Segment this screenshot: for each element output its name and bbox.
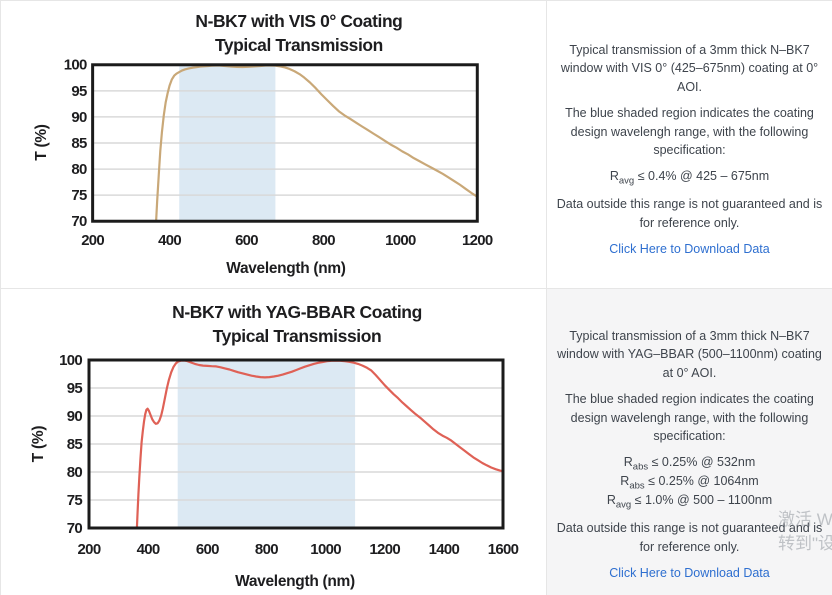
- x-tick-label: 400: [137, 541, 160, 558]
- x-tick-label: 1200: [462, 232, 493, 249]
- x-tick-label: 800: [312, 232, 335, 249]
- yag-bbar-description-panel: Typical transmission of a 3mm thick N–BK…: [547, 289, 832, 595]
- description-paragraph: Typical transmission of a 3mm thick N–BK…: [560, 43, 819, 94]
- chart-svg: N-BK7 with VIS 0° Coating Typical Transmi…: [33, 11, 494, 277]
- y-tick-label: 85: [71, 135, 87, 152]
- spec-lines: Rabs ≤ 0.25% @ 532nm Rabs ≤ 0.25% @ 1064n…: [556, 453, 823, 510]
- description-paragraph: Data outside this range is not guarantee…: [556, 197, 823, 230]
- y-tick-label: 75: [67, 492, 83, 509]
- y-tick-label: 95: [67, 380, 83, 397]
- y-tick-label: 90: [71, 109, 87, 126]
- x-tick-label: 600: [196, 541, 219, 558]
- spec-line: Rabs ≤ 0.25% @ 532nm: [623, 455, 756, 473]
- chart-title-line: N-BK7 with YAG-BBAR Coating: [172, 302, 422, 322]
- download-data-link[interactable]: Click Here to Download Data: [609, 242, 770, 257]
- yag-bbar-coating-transmission-chart: N-BK7 with YAG-BBAR Coating Typical Trans…: [1, 289, 547, 595]
- chart-title-line: N-BK7 with VIS 0° Coating: [195, 11, 402, 31]
- x-tick-label: 1000: [385, 232, 416, 249]
- y-tick-label: 85: [67, 436, 83, 453]
- spec-line: Ravg ≤ 0.4% @ 425 – 675nm: [609, 169, 770, 187]
- x-tick-label: 1400: [429, 541, 460, 558]
- x-axis-label: Wavelength (nm): [226, 260, 345, 277]
- spec-line: Rabs ≤ 0.25% @ 1064nm: [620, 474, 759, 492]
- y-tick-label: 70: [71, 213, 87, 230]
- x-tick-label: 1600: [488, 541, 519, 558]
- y-tick-label: 90: [67, 408, 83, 425]
- description-paragraph: The blue shaded region indicates the coa…: [565, 392, 814, 444]
- y-tick-label: 80: [67, 464, 83, 481]
- x-tick-label: 200: [81, 232, 104, 249]
- description-paragraph: The blue shaded region indicates the coa…: [565, 106, 814, 158]
- download-data-link[interactable]: Click Here to Download Data: [609, 566, 770, 581]
- chart-svg: N-BK7 with YAG-BBAR Coating Typical Trans…: [30, 302, 519, 590]
- spec-lines: Ravg ≤ 0.4% @ 425 – 675nm: [556, 167, 823, 186]
- chart-title-line: Typical Transmission: [213, 326, 382, 346]
- vis-coating-description-panel: Typical transmission of a 3mm thick N–BK…: [547, 1, 832, 289]
- y-tick-label: 100: [64, 57, 87, 74]
- x-tick-label: 1200: [369, 541, 400, 558]
- y-tick-label: 70: [67, 520, 83, 537]
- vis-coating-transmission-chart: N-BK7 with VIS 0° Coating Typical Transmi…: [1, 1, 547, 289]
- y-tick-label: 80: [71, 161, 87, 178]
- y-tick-label: 95: [71, 83, 87, 100]
- y-tick-label: 75: [71, 187, 87, 204]
- x-tick-label: 800: [255, 541, 278, 558]
- plot-border: [91, 63, 479, 223]
- y-axis-label: T (%): [30, 426, 47, 463]
- x-tick-label: 1000: [310, 541, 341, 558]
- transmission-curve: [155, 64, 479, 223]
- x-tick-label: 600: [235, 232, 258, 249]
- transmission-curve: [135, 359, 505, 530]
- y-axis-label: T (%): [33, 124, 50, 160]
- spec-line: Ravg ≤ 1.0% @ 500 – 1100nm: [606, 493, 773, 511]
- chart-title-line: Typical Transmission: [215, 35, 383, 55]
- x-axis-label: Wavelength (nm): [235, 573, 355, 590]
- plot-border: [87, 358, 505, 530]
- x-tick-label: 400: [158, 232, 181, 249]
- description-paragraph: Typical transmission of a 3mm thick N–BK…: [557, 329, 822, 380]
- x-tick-label: 200: [78, 541, 101, 558]
- description-paragraph: Data outside this range is not guarantee…: [556, 521, 823, 554]
- y-tick-label: 100: [59, 352, 82, 369]
